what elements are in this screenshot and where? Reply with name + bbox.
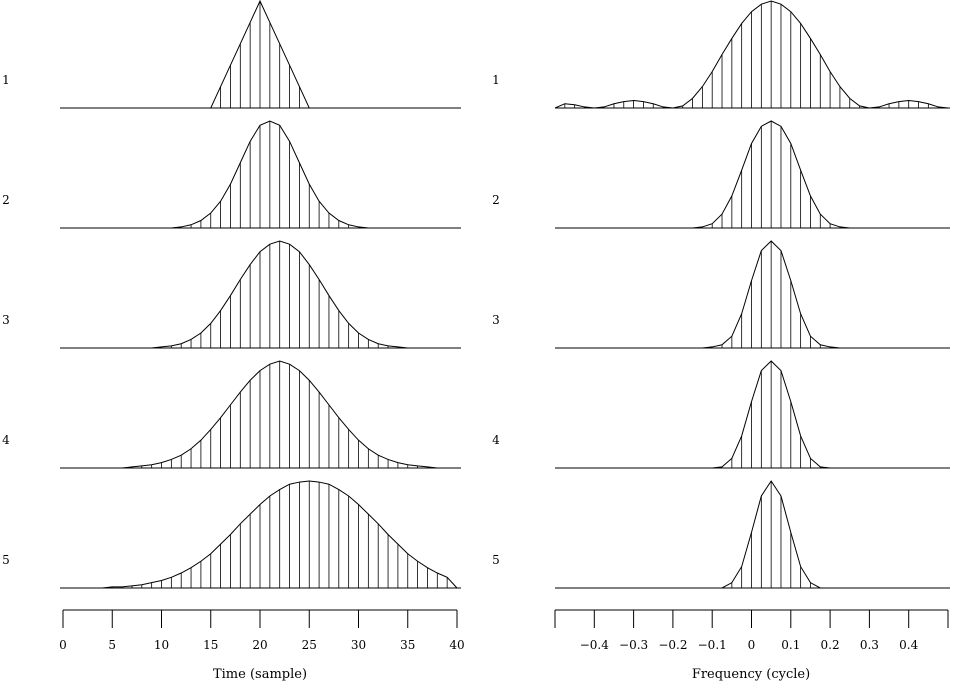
frequency-tick-label: 0.3 bbox=[860, 638, 879, 652]
time-panel-traces: 1 2 3 4 5 bbox=[2, 0, 461, 589]
frequency-trace-line bbox=[555, 360, 948, 469]
time-trace-label: 4 bbox=[2, 433, 10, 447]
time-tick-label: 40 bbox=[449, 638, 464, 652]
frequency-trace-label: 2 bbox=[492, 193, 500, 207]
frequency-trace-label: 5 bbox=[492, 553, 500, 567]
frequency-trace-line bbox=[554, 0, 949, 109]
frequency-tick-label: −0.1 bbox=[698, 638, 727, 652]
time-tick-label: 20 bbox=[252, 638, 267, 652]
frequency-trace-2: 2 bbox=[492, 120, 950, 229]
frequency-trace-line bbox=[555, 240, 948, 349]
frequency-tick-label: −0.3 bbox=[619, 638, 648, 652]
frequency-tick-label: −0.4 bbox=[580, 638, 610, 652]
frequency-tick-label: 0.4 bbox=[899, 638, 918, 652]
time-trace-line bbox=[63, 480, 458, 589]
frequency-trace-1: 1 bbox=[492, 0, 950, 109]
frequency-trace-line bbox=[555, 120, 948, 229]
frequency-tick-label: 0.2 bbox=[821, 638, 840, 652]
time-trace-5: 5 bbox=[2, 480, 461, 589]
frequency-trace-label: 4 bbox=[492, 433, 500, 447]
frequency-trace-5: 5 bbox=[492, 480, 950, 589]
time-trace-line bbox=[63, 0, 457, 109]
frequency-panel: 1 2 3 4 5 −0.4 −0.3 −0.2 −0.1 0 0.1 0.2 0.3 0.4 Freq… bbox=[492, 0, 950, 681]
time-trace-label: 2 bbox=[2, 193, 10, 207]
time-tick-label: 25 bbox=[302, 638, 317, 652]
time-trace-4: 4 bbox=[2, 360, 461, 469]
frequency-trace-4: 4 bbox=[492, 360, 950, 469]
time-axis: 0 5 10 15 20 25 30 35 40 bbox=[59, 609, 465, 652]
frequency-tick-label: −0.2 bbox=[658, 638, 687, 652]
frequency-trace-line bbox=[555, 480, 948, 589]
time-panel: 1 2 3 4 5 0 5 10 15 20 25 30 35 40 Time (sample) bbox=[2, 0, 465, 681]
time-trace-label: 5 bbox=[2, 553, 10, 567]
frequency-axis-label: Frequency (cycle) bbox=[692, 667, 810, 681]
time-tick-label: 30 bbox=[351, 638, 366, 652]
time-trace-3: 3 bbox=[2, 240, 461, 349]
time-trace-line bbox=[63, 360, 457, 469]
frequency-axis: −0.4 −0.3 −0.2 −0.1 0 0.1 0.2 0.3 0.4 bbox=[554, 609, 949, 652]
frequency-tick-label: 0.1 bbox=[781, 638, 800, 652]
frequency-trace-label: 1 bbox=[492, 73, 500, 87]
time-trace-line bbox=[63, 240, 457, 349]
frequency-trace-3: 3 bbox=[492, 240, 950, 349]
time-trace-1: 1 bbox=[2, 0, 461, 109]
time-tick-label: 35 bbox=[400, 638, 415, 652]
frequency-tick-label: 0 bbox=[748, 638, 756, 652]
time-tick-label: 10 bbox=[154, 638, 169, 652]
time-tick-label: 0 bbox=[59, 638, 67, 652]
time-tick-label: 15 bbox=[203, 638, 218, 652]
frequency-trace-label: 3 bbox=[492, 313, 500, 327]
time-trace-line bbox=[63, 120, 457, 229]
time-trace-label: 3 bbox=[2, 313, 10, 327]
time-axis-label: Time (sample) bbox=[213, 667, 307, 681]
frequency-panel-traces: 1 2 3 4 5 bbox=[492, 0, 950, 589]
time-trace-2: 2 bbox=[2, 120, 461, 229]
time-trace-label: 1 bbox=[2, 73, 10, 87]
time-tick-label: 5 bbox=[108, 638, 116, 652]
